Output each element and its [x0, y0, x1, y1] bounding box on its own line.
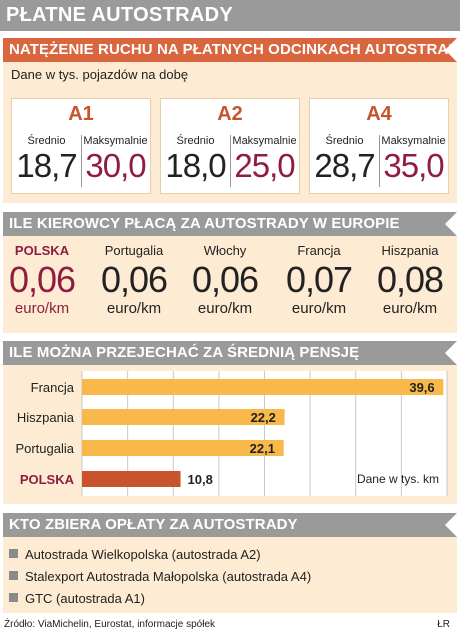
- country-price: 0,06: [100, 259, 168, 300]
- traffic-header-text: NATĘŻENIE RUCHU NA PŁATNYCH ODCINKACH AU…: [9, 41, 460, 58]
- road-max: Maksymalnie 35,0: [379, 135, 448, 185]
- country-unit: euro/km: [106, 300, 162, 317]
- road-name: A4: [366, 103, 392, 125]
- collector-item: Autostrada Wielkopolska (autostrada A2): [9, 547, 261, 562]
- max-value: 30,0: [85, 147, 146, 184]
- avg-value: 18,0: [165, 147, 226, 184]
- country-unit: euro/km: [197, 300, 253, 317]
- collector-label: Autostrada Wielkopolska (autostrada A2): [25, 547, 261, 562]
- chart-unit-note: Dane w tys. km: [357, 472, 439, 486]
- source-note: Źródło: ViaMichelin, Eurostat, informacj…: [4, 619, 216, 630]
- avg-value: 18,7: [16, 147, 77, 184]
- country-name: Portugalia: [104, 243, 164, 258]
- bar-category-label: Portugalia: [15, 441, 74, 456]
- traffic-header: NATĘŻENIE RUCHU NA PŁATNYCH ODCINKACH AU…: [3, 38, 460, 62]
- road-name: A2: [217, 103, 243, 125]
- country-polska: POLSKA 0,06 euro/km: [0, 243, 85, 317]
- country-francja: Francja 0,07 euro/km: [276, 243, 362, 317]
- collector-label: GTC (autostrada A1): [25, 591, 145, 606]
- country-name: Francja: [297, 243, 341, 258]
- prices-header: ILE KIEROWCY PŁACĄ ZA AUTOSTRADY W EUROP…: [3, 212, 457, 236]
- bullet-square-icon: [9, 593, 18, 602]
- bar-value-label: 22,1: [250, 441, 275, 456]
- road-name: A1: [68, 103, 94, 125]
- bar-category-label: Hiszpania: [17, 410, 75, 425]
- max-label: Maksymalnie: [381, 135, 446, 147]
- bar-value-label: 10,8: [188, 472, 213, 487]
- country-portugalia: Portugalia 0,06 euro/km: [91, 243, 177, 317]
- bullet-square-icon: [9, 549, 18, 558]
- avg-value: 28,7: [314, 147, 375, 184]
- avg-label: Średnio: [27, 135, 66, 147]
- collector-label: Stalexport Autostrada Małopolska (autost…: [25, 569, 312, 584]
- collectors-panel: KTO ZBIERA OPŁATY ZA AUTOSTRADY Autostra…: [3, 513, 457, 613]
- bar-category-label: POLSKA: [20, 472, 75, 487]
- salary-chart-panel: ILE MOŻNA PRZEJECHAĆ ZA ŚREDNIĄ PENSJĘ F…: [3, 341, 457, 504]
- max-value: 35,0: [383, 147, 444, 184]
- road-card-a1: A1 Średnio 18,7 Maksymalnie 30,0: [11, 98, 151, 194]
- avg-label: Średnio: [176, 135, 215, 147]
- country-name: Włochy: [203, 243, 247, 258]
- bar: [82, 409, 285, 425]
- country-unit: euro/km: [382, 300, 438, 317]
- chart-title: ILE MOŻNA PRZEJECHAĆ ZA ŚREDNIĄ PENSJĘ: [9, 344, 360, 361]
- divider: [81, 135, 82, 187]
- road-max: Maksymalnie 25,0: [230, 135, 299, 185]
- country-unit: euro/km: [14, 300, 70, 317]
- divider: [230, 135, 231, 187]
- divider: [379, 135, 380, 187]
- header-arrow-icon: [445, 212, 457, 236]
- bar: [82, 440, 284, 456]
- road-card-a2: A2 Średnio 18,0 Maksymalnie 25,0: [160, 98, 300, 194]
- country-name: POLSKA: [14, 243, 70, 258]
- header-arrow-icon: [445, 38, 457, 62]
- collector-item: GTC (autostrada A1): [9, 591, 145, 606]
- page-title: PŁATNE AUTOSTRADY: [0, 0, 460, 31]
- chart-header: ILE MOŻNA PRZEJECHAĆ ZA ŚREDNIĄ PENSJĘ: [3, 341, 457, 365]
- prices-header-text: ILE KIEROWCY PŁACĄ ZA AUTOSTRADY W EUROP…: [9, 215, 400, 232]
- bar-value-label: 22,2: [251, 410, 276, 425]
- max-value: 25,0: [234, 147, 295, 184]
- road-avg: Średnio 18,7: [12, 135, 81, 185]
- country-hiszpania: Hiszpania 0,08 euro/km: [367, 243, 453, 317]
- max-label: Maksymalnie: [232, 135, 297, 147]
- country-price: 0,06: [191, 259, 259, 300]
- collector-item: Stalexport Autostrada Małopolska (autost…: [9, 569, 311, 584]
- bar-value-label: 39,6: [409, 380, 434, 395]
- road-max: Maksymalnie 30,0: [81, 135, 150, 185]
- road-avg: Średnio 18,0: [161, 135, 230, 185]
- bar-category-label: Francja: [31, 380, 75, 395]
- bar: [82, 379, 444, 395]
- bullet-square-icon: [9, 571, 18, 580]
- header-arrow-icon: [445, 513, 457, 537]
- country-price: 0,08: [376, 259, 444, 300]
- traffic-subtitle: Dane w tys. pojazdów na dobę: [11, 67, 189, 82]
- salary-bar-chart: Francja 39,6 Hiszpania 22,2 Portugalia 22,1 PO…: [15, 371, 448, 496]
- road-card-a4: A4 Średnio 28,7 Maksymalnie 35,0: [309, 98, 449, 194]
- country-wlochy: Włochy 0,06 euro/km: [182, 243, 268, 317]
- collectors-header: KTO ZBIERA OPŁATY ZA AUTOSTRADY: [3, 513, 457, 537]
- author-initials: ŁR: [437, 619, 450, 630]
- collectors-header-text: KTO ZBIERA OPŁATY ZA AUTOSTRADY: [9, 516, 298, 533]
- country-price: 0,06: [8, 259, 76, 300]
- header-arrow-icon: [445, 341, 457, 365]
- bar: [82, 471, 181, 487]
- avg-label: Średnio: [325, 135, 364, 147]
- road-avg: Średnio 28,7: [310, 135, 379, 185]
- max-label: Maksymalnie: [83, 135, 148, 147]
- country-unit: euro/km: [291, 300, 347, 317]
- country-price: 0,07: [285, 259, 353, 300]
- traffic-panel: NATĘŻENIE RUCHU NA PŁATNYCH ODCINKACH AU…: [3, 38, 460, 203]
- country-name: Hiszpania: [381, 243, 439, 258]
- prices-panel: ILE KIEROWCY PŁACĄ ZA AUTOSTRADY W EUROP…: [3, 212, 457, 333]
